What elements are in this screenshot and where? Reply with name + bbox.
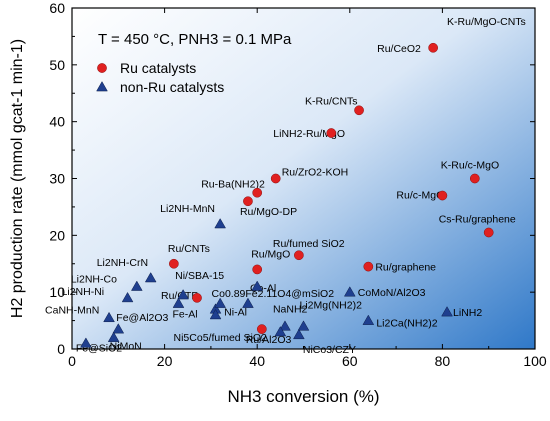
point-label: Ru/c-MgO — [396, 190, 444, 202]
y-tick-label: 0 — [57, 341, 65, 357]
data-point-non-ru — [112, 323, 125, 334]
legend-marker-non-ru — [96, 81, 108, 92]
conditions-label: T = 450 °C, PNH3 = 0.1 MPa — [98, 31, 292, 48]
y-axis-label: H2 production rate (mmol gcat-1 min-1) — [9, 39, 26, 318]
point-label: NiMoN — [110, 341, 142, 353]
point-label: Ru/graphene — [375, 262, 436, 274]
point-label: Ru/fumed SiO2 — [273, 238, 345, 250]
point-label: Ni5Co5/fumed SiO2 — [174, 332, 268, 344]
point-label: Ru/Al2O3 — [246, 334, 292, 346]
point-label: Ru/ZrO2-KOH — [282, 167, 349, 179]
point-label: Li2NH-MnN — [160, 203, 215, 215]
point-label: Ru/MgO — [251, 248, 290, 260]
point-label: NiCo3/CZY — [303, 344, 356, 356]
data-point-non-ru — [107, 331, 120, 342]
point-label: Ni-Al — [224, 307, 247, 319]
point-label: Li2NH-CrN — [97, 257, 148, 269]
y-tick-label: 40 — [49, 114, 65, 130]
y-tick-label: 20 — [49, 227, 65, 243]
point-label: Co0.89Fe2.11O4@mSiO2 — [212, 288, 335, 300]
data-point-non-ru — [362, 314, 375, 325]
data-point-non-ru — [297, 320, 310, 331]
data-point-non-ru — [274, 326, 287, 337]
x-tick-label: 40 — [249, 353, 265, 369]
x-tick-label: 0 — [68, 353, 76, 369]
point-label: Ru/CeO2 — [377, 43, 421, 55]
legend-marker-ru — [97, 63, 107, 73]
point-label: Li2NH-Ni — [62, 286, 105, 298]
point-label: Cs-Ru/graphene — [439, 213, 516, 225]
point-label: K-Ru/CNTs — [305, 95, 358, 107]
y-tick-label: 60 — [49, 0, 65, 16]
data-point-non-ru — [279, 320, 291, 331]
data-point-non-ru — [441, 306, 453, 317]
data-point-ru — [363, 261, 374, 272]
data-point-non-ru — [209, 308, 222, 320]
data-point-non-ru — [251, 280, 264, 291]
data-point-non-ru — [144, 272, 157, 283]
data-point-ru — [428, 42, 438, 53]
data-point-ru — [326, 128, 337, 138]
point-label: Ru-Ba(NH2)2 — [201, 179, 265, 191]
data-point-ru — [294, 250, 304, 261]
annotation-label: K-Ru/MgO-CNTs — [447, 16, 526, 28]
y-tick-label: 10 — [49, 284, 65, 300]
plot-background — [72, 8, 535, 349]
x-axis-label: NH3 conversion (%) — [227, 387, 379, 406]
y-tick-label: 50 — [49, 57, 65, 73]
legend-label: Ru catalysts — [120, 60, 196, 76]
data-point-ru — [252, 187, 263, 198]
y-tick-label: 30 — [49, 171, 65, 187]
data-point-non-ru — [80, 337, 92, 348]
data-point-non-ru — [121, 291, 134, 303]
data-point-non-ru — [343, 286, 356, 297]
point-label: Fe@Al2O3 — [116, 312, 168, 324]
data-point-ru — [192, 293, 202, 303]
data-point-non-ru — [130, 280, 143, 291]
point-label: Li2Ca(NH2)2 — [376, 318, 437, 330]
data-point-ru — [354, 105, 364, 116]
data-point-ru — [437, 190, 448, 201]
data-point-non-ru — [214, 297, 226, 308]
point-label: Li2Mg(NH2)2 — [300, 299, 363, 311]
data-point-ru — [483, 227, 494, 238]
point-label: Ni/SBA-15 — [175, 270, 224, 282]
data-point-ru — [256, 324, 267, 334]
point-label: NaNH2 — [273, 303, 308, 315]
data-point-ru — [469, 173, 480, 184]
point-label: Ru/MgO-DP — [240, 206, 297, 218]
data-point-ru — [169, 258, 179, 269]
point-label: CoMoN/Al2O3 — [358, 287, 426, 299]
data-point-non-ru — [242, 297, 254, 308]
data-point-non-ru — [293, 328, 305, 340]
point-label: Li2NH-Co — [71, 273, 117, 285]
data-point-non-ru — [214, 218, 226, 229]
data-point-non-ru — [103, 311, 115, 323]
data-point-ru — [252, 264, 263, 275]
data-point-non-ru — [177, 289, 189, 300]
point-label: Ru/CNTs — [168, 243, 210, 255]
legend-label: non-Ru catalysts — [120, 79, 224, 95]
point-label: Fe-Al — [172, 309, 197, 321]
data-point-ru — [270, 173, 281, 184]
point-label: K-Ru/c-MgO — [441, 160, 499, 172]
x-tick-label: 20 — [157, 353, 173, 369]
x-tick-label: 60 — [342, 353, 358, 369]
point-label: CaNH-MnN — [45, 305, 99, 317]
point-label: LiNH2 — [453, 307, 482, 319]
data-point-ru — [243, 196, 253, 207]
data-point-non-ru — [172, 297, 185, 308]
x-tick-label: 100 — [523, 353, 547, 369]
x-tick-label: 80 — [435, 353, 451, 369]
